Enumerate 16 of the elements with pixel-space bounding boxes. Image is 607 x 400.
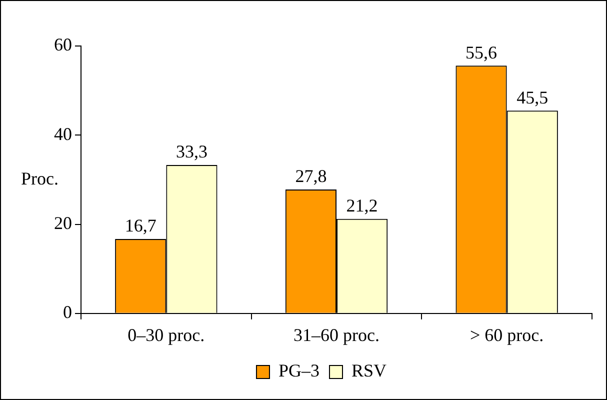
x-tick-label: > 60 proc. <box>470 324 544 345</box>
data-label: 21,2 <box>346 196 378 216</box>
data-label: 16,7 <box>124 216 156 236</box>
y-tick-label: 40 <box>54 124 72 144</box>
data-label: 55,6 <box>466 42 498 62</box>
legend-label: RSV <box>351 360 387 381</box>
y-tick-label: 0 <box>63 302 72 322</box>
y-tick-label: 60 <box>54 34 72 55</box>
x-tick-label: 31–60 proc. <box>294 324 380 345</box>
data-label: 45,5 <box>516 87 548 108</box>
y-axis-title: Proc. <box>21 168 58 188</box>
legend-label: PG–3 <box>278 360 320 381</box>
data-label: 33,3 <box>176 142 208 162</box>
data-label: 27,8 <box>295 166 327 186</box>
y-tick-label: 20 <box>54 213 72 233</box>
x-tick-label: 0–30 proc. <box>128 324 205 345</box>
